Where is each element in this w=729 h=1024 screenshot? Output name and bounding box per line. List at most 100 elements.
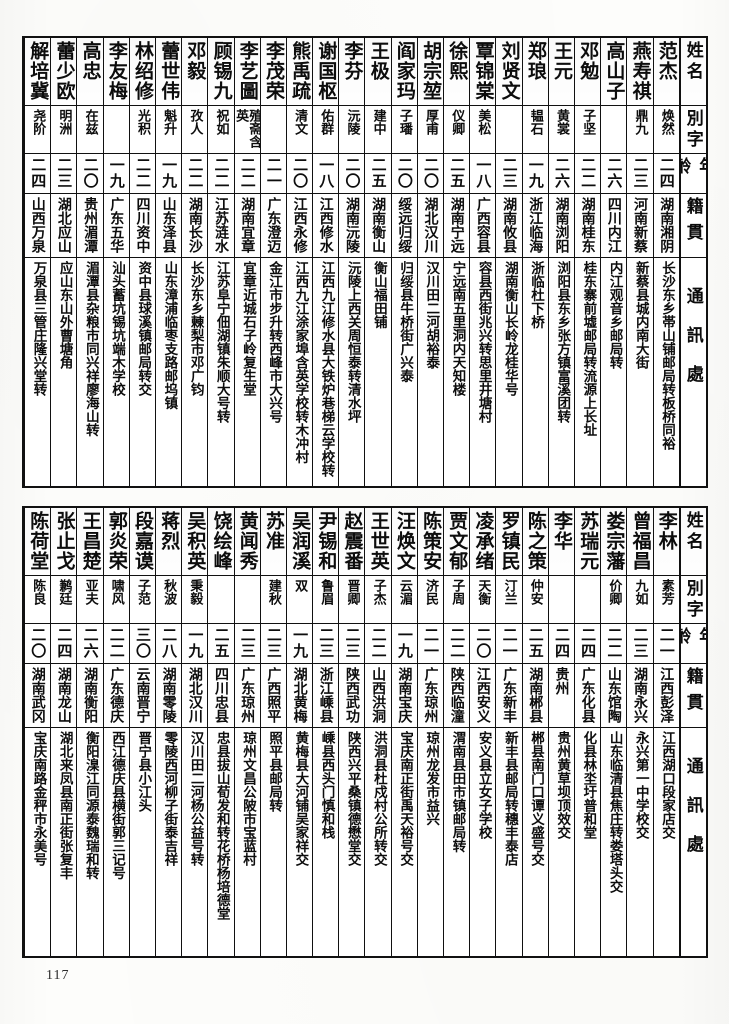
person-alias-cell: 佑群 — [313, 106, 339, 154]
person-name-cell: 范杰 — [653, 38, 679, 106]
person-name-cell: 贾文郁 — [444, 508, 470, 576]
header-native-place: 籍貫 — [682, 197, 703, 249]
person-native-place-cell: 河南新蔡 — [627, 194, 653, 258]
person-age-cell: 二一 — [417, 624, 443, 664]
person-name: 范杰 — [655, 41, 678, 81]
person-age-cell: 二二 — [208, 154, 234, 194]
person-name-cell: 凌承绪 — [470, 508, 496, 576]
roster-column: 张止戈 鹣廷 二四 湖南龙山 湖北来凤县南正街张复丰 — [50, 508, 77, 956]
person-age-cell: 二〇 — [339, 154, 365, 194]
person-name: 蕾世伟 — [158, 41, 181, 101]
person-alias-cell: 孜人 — [182, 106, 208, 154]
roster-column: 胡宗堃 厚甫 二〇 湖北汉川 汉川田二河胡裕泰 — [416, 38, 443, 486]
person-alias: 啸风 — [108, 579, 124, 605]
person-name: 苏准 — [262, 511, 285, 551]
header-alias-cell: 別字 — [680, 576, 706, 624]
person-age-cell: 二四 — [25, 154, 51, 194]
roster-column: 曾福昌 九如 二三 湖南永兴 永兴第一中学校交 — [626, 508, 653, 956]
person-alias-cell: 汀兰 — [496, 576, 522, 624]
person-name-cell: 解培冀 — [25, 38, 51, 106]
person-name: 李华 — [551, 511, 574, 551]
person-age: 二三 — [317, 627, 336, 659]
roster-column: 陈之策 仲安 二五 湖南郴县 郴县南门口谭义盛号交 — [521, 508, 548, 956]
person-native-place: 陕西临潼 — [448, 667, 465, 723]
person-age: 二四 — [55, 627, 74, 659]
person-name: 刘贤文 — [498, 41, 521, 101]
person-age-cell: 二一 — [496, 624, 522, 664]
person-address: 琼州文昌公陂市宝蓝村 — [239, 731, 256, 866]
person-native-place-cell: 湖南衡山 — [365, 194, 391, 258]
person-native-place: 陕西武功 — [343, 667, 360, 723]
person-age: 二四 — [579, 627, 598, 659]
person-native-place: 湖南沅陵 — [343, 197, 360, 253]
roster-column: 谢国枢 佑群 一八 江西修水 江西九江修水县大铁炉巷梯云学校转 — [312, 38, 339, 486]
person-name-cell: 罗镇民 — [496, 508, 522, 576]
person-address-cell: 宝庆南路金秤市永美号 — [25, 728, 50, 956]
person-native-place: 湖北应山 — [55, 197, 72, 253]
person-alias: 素芳 — [658, 579, 674, 605]
person-name-cell: 邓毅 — [182, 38, 208, 106]
person-native-place: 四川忠县 — [213, 667, 230, 723]
person-native-place-cell: 山东馆陶 — [601, 664, 627, 728]
person-native-place-cell: 广西容县 — [470, 194, 496, 258]
person-alias-cell: 焕然 — [653, 106, 679, 154]
person-name: 吴润溪 — [289, 511, 312, 571]
person-address: 新蔡县城内南大街 — [632, 261, 649, 369]
person-name: 陈策安 — [420, 511, 443, 571]
person-address-cell: 湖北来凤县南正街张复丰 — [51, 728, 76, 956]
person-native-place-cell: 湖北应山 — [51, 194, 77, 258]
person-age-cell: 二一 — [653, 624, 679, 664]
person-age: 二四 — [657, 157, 676, 189]
roster-column: 高山子 二六 四川内江 内江观音乡邮局转 — [600, 38, 627, 486]
person-name-cell: 汪焕文 — [391, 508, 417, 576]
person-native-place-cell: 广东德庆 — [103, 664, 129, 728]
person-name-cell: 尹锡和 — [313, 508, 339, 576]
person-native-place-cell: 湖北汉川 — [417, 194, 443, 258]
header-native-place-cell: 籍貫 — [680, 194, 706, 258]
person-alias: 明洲 — [56, 109, 72, 135]
person-address: 应山东山外曹塘角 — [56, 261, 73, 369]
person-alias-cell: 子范 — [129, 576, 155, 624]
roster-column: 段嘉谟 子范 三〇 云南晋宁 晋宁县小江头 — [128, 508, 155, 956]
header-age: 年齡 — [681, 627, 706, 648]
roster-column: 林绍修 光积 二二 四川资中 资中县球溪镇邮局转交 — [128, 38, 155, 486]
roster-column: 蕾少欧 明洲 二三 湖北应山 应山东山外曹塘角 — [50, 38, 77, 486]
person-name: 林绍修 — [132, 41, 155, 101]
roster-column: 徐熙 仪卿 二五 湖南宁远 宁远南五里洞内天知楼 — [443, 38, 470, 486]
person-age-cell: 二三 — [234, 624, 260, 664]
roster-column: 尹锡和 鲁眉 二三 浙江嵊县 嵊县西头门慎和栈 — [312, 508, 339, 956]
person-age: 二二 — [448, 627, 467, 659]
roster-column: 王世英 子杰 二二 山西洪洞 洪洞县杜戍村公所转交 — [364, 508, 391, 956]
person-address-cell: 琼州龙发市益兴 — [418, 728, 443, 956]
person-address-cell: 浏阳县东乡张方镇富溪团转 — [549, 258, 574, 486]
person-alias: 尧阶 — [30, 109, 46, 135]
roster-column: 苏瑞元 二四 广东化县 化县林坔圩普和堂 — [573, 508, 601, 956]
person-name-cell: 王昌楚 — [77, 508, 103, 576]
person-name-cell: 刘贤文 — [496, 38, 522, 106]
person-address: 永兴第一中学校交 — [632, 731, 649, 839]
person-address: 江西九江修水县大铁炉巷梯云学校转 — [318, 261, 335, 477]
roster-column: 解培冀 尧阶 二四 山西万泉 万泉县三管庄隆兴堂转 — [24, 38, 51, 486]
person-address-cell: 应山东山外曹塘角 — [51, 258, 76, 486]
person-native-place-cell: 江西永修 — [286, 194, 313, 258]
person-age: 二二 — [186, 157, 205, 189]
person-native-place: 湖南零陵 — [160, 667, 177, 723]
person-name: 贾文郁 — [446, 511, 469, 571]
person-age-cell: 二六 — [77, 624, 103, 664]
person-address-cell: 山东漳浦临枣支路邮坞镇 — [156, 258, 181, 486]
person-address-cell: 琼州文昌公陂市宝蓝村 — [235, 728, 260, 956]
person-name: 熊禹疏 — [289, 41, 312, 101]
roster-header-column: 姓名別字年齡籍貫通訊處 — [678, 38, 706, 486]
person-address: 琼州龙发市益兴 — [423, 731, 440, 826]
person-address-cell: 衡阳㴪江同源泰魏瑞和转 — [77, 728, 102, 956]
person-name-cell: 饶绘峰 — [208, 508, 234, 576]
person-age: 二二 — [133, 157, 152, 189]
person-address: 衡山福田铺 — [370, 261, 387, 329]
person-native-place-cell: 广东五华 — [103, 194, 129, 258]
person-age: 二四 — [552, 627, 571, 659]
person-age-cell: 二五 — [522, 624, 548, 664]
person-alias: 秉毅 — [187, 579, 203, 605]
person-native-place-cell: 山西万泉 — [25, 194, 51, 258]
person-alias-cell: 陈良 — [25, 576, 51, 624]
